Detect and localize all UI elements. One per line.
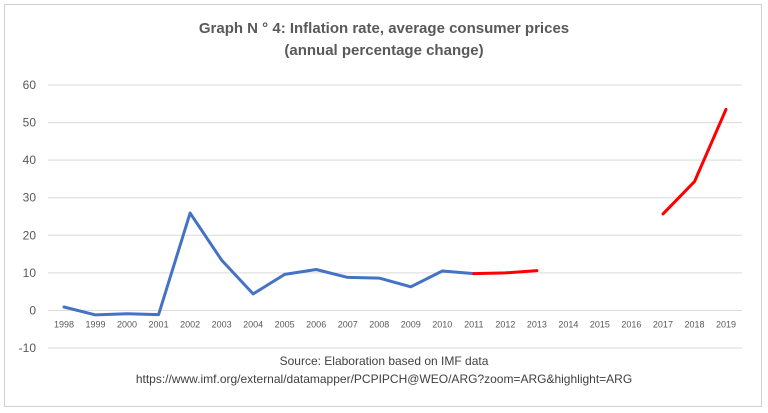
x-tick-label: 2017 <box>653 319 673 329</box>
y-tick-label: 50 <box>23 116 37 130</box>
y-tick-label: 0 <box>29 303 36 317</box>
y-tick-label: 20 <box>23 228 37 242</box>
x-tick-label: 2002 <box>180 319 200 329</box>
source-note: Source: Elaboration based on IMF data <box>279 354 489 368</box>
series-line-3 <box>661 107 728 216</box>
x-tick-label: 2006 <box>306 319 326 329</box>
gridlines <box>48 84 742 349</box>
x-tick-label: 2012 <box>495 319 515 329</box>
y-tick-label: 60 <box>23 78 37 92</box>
x-tick-label: 2008 <box>369 319 389 329</box>
x-tick-label: 2014 <box>558 319 578 329</box>
x-tick-label: 2019 <box>716 319 736 329</box>
y-tick-label: 30 <box>23 191 37 205</box>
chart-frame <box>4 4 762 407</box>
source-url: https://www.imf.org/external/datamapper/… <box>135 372 633 386</box>
x-tick-label: 2018 <box>684 319 704 329</box>
x-tick-label: 2001 <box>149 319 169 329</box>
x-tick-label: 2005 <box>275 319 295 329</box>
series-lines <box>62 107 728 317</box>
x-tick-label: 1998 <box>54 319 74 329</box>
y-axis-ticks: 60 50 40 30 20 10 0 -10 <box>19 78 37 355</box>
series-line-2 <box>472 269 539 276</box>
x-tick-label: 2009 <box>401 319 421 329</box>
x-tick-label: 1999 <box>86 319 106 329</box>
y-tick-label: 40 <box>23 153 37 167</box>
series-line-1 <box>62 211 476 317</box>
x-tick-label: 2004 <box>243 319 263 329</box>
chart-title: Graph N ° 4: Inflation rate, average con… <box>198 20 570 37</box>
x-tick-label: 2011 <box>464 319 483 329</box>
x-tick-label: 2016 <box>621 319 641 329</box>
x-tick-label: 2007 <box>338 319 358 329</box>
y-tick-label: 10 <box>23 266 37 280</box>
x-tick-label: 2013 <box>527 319 547 329</box>
x-tick-label: 2015 <box>590 319 610 329</box>
x-axis-ticks: 1998 1999 2000 2001 2002 2003 2004 2005 2006 2007… <box>54 319 736 329</box>
x-tick-label: 2000 <box>117 319 137 329</box>
x-tick-label: 2003 <box>212 319 232 329</box>
y-tick-label: -10 <box>19 341 37 355</box>
x-tick-label: 2010 <box>432 319 452 329</box>
chart-subtitle: (annual percentage change) <box>284 42 484 59</box>
